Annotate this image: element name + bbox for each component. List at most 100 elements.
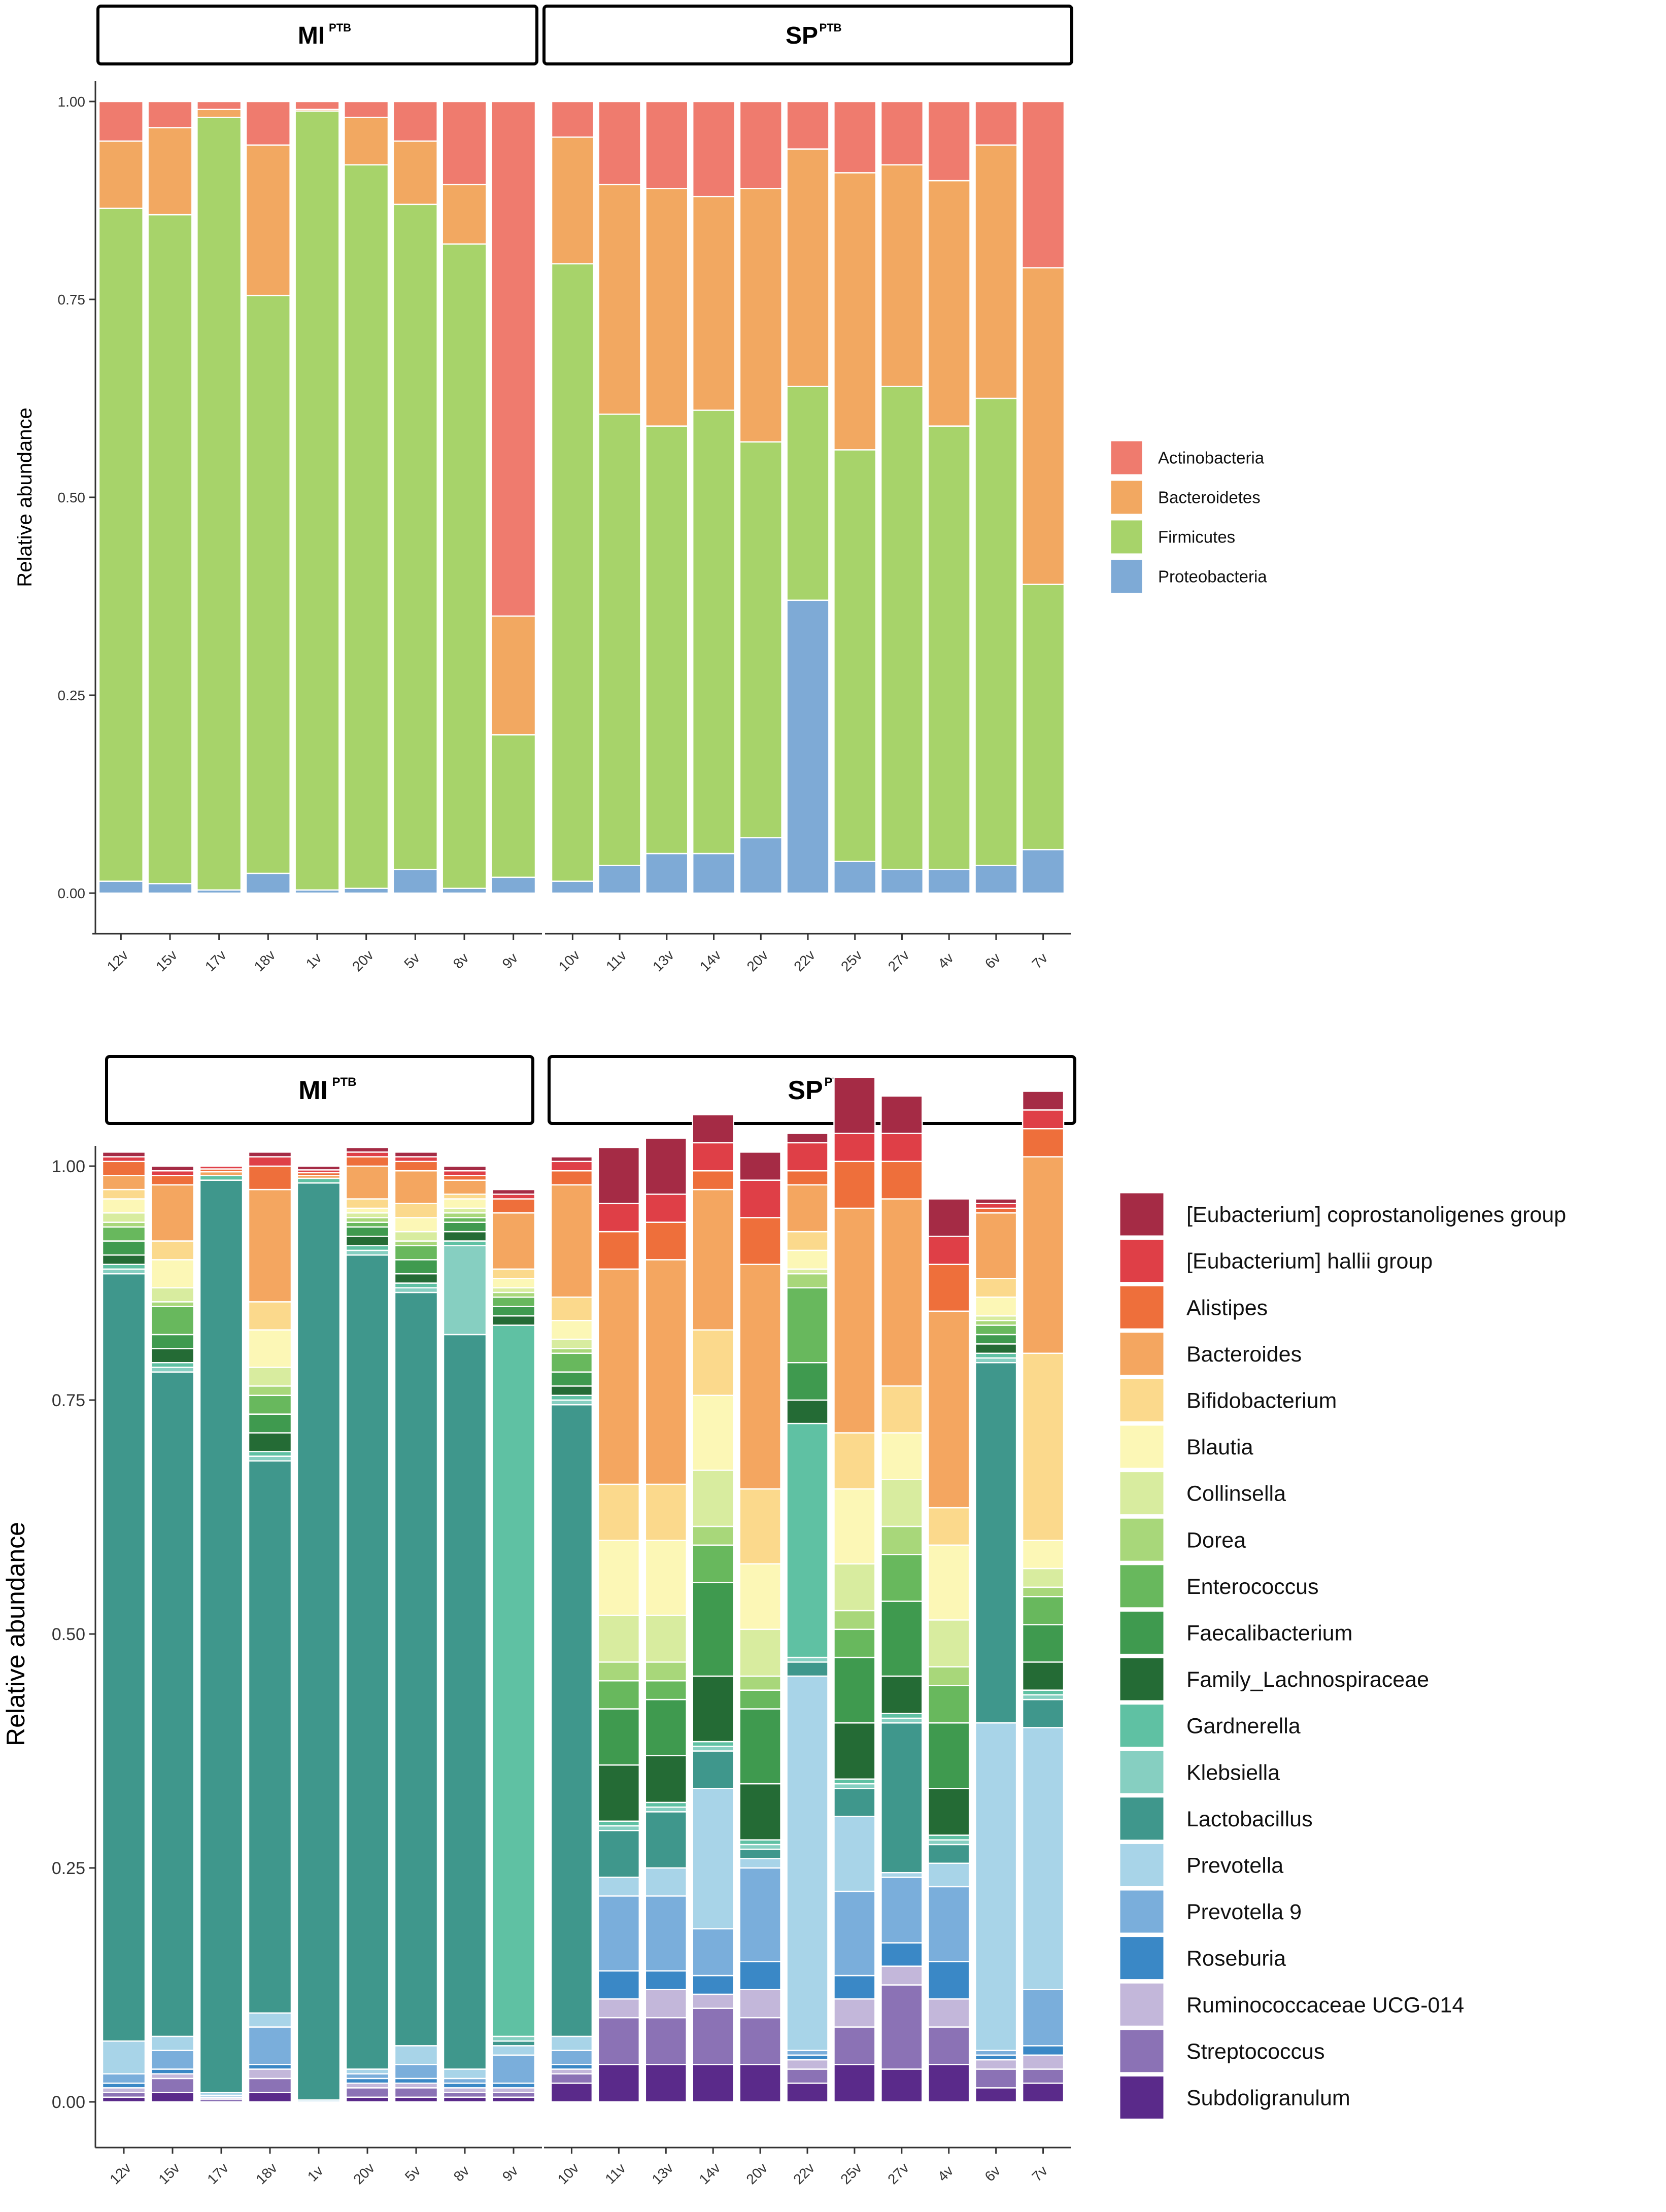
- bar-segment-streptococcus: [1022, 2068, 1065, 2084]
- bar-segment-eubacterium-coprostanoligenes-group: [443, 1165, 487, 1172]
- facet-strip-label: SP: [788, 1076, 823, 1105]
- bar-segment-subdoligranulum: [880, 2068, 923, 2103]
- bar-segment-subdoligranulum: [394, 2096, 438, 2103]
- x-tick-label: 10v: [556, 947, 583, 974]
- legend-label: Roseburia: [1186, 1947, 1286, 1971]
- bar-segment-bacteroidetes: [927, 180, 971, 427]
- bar-segment-prevotella-9: [1022, 1989, 1065, 2047]
- bar-segment-lactobacillus: [928, 1844, 970, 1864]
- bar-segment-streptococcus: [394, 2087, 438, 2098]
- chart-panel-2: 0.00 0.25 0.50 0.75 1.00 Relative abundance MI…: [2, 1055, 1566, 2187]
- x-tick-label: 20v: [349, 947, 377, 974]
- bar-segment-enterococcus: [150, 1306, 195, 1336]
- bar-segment-ruminococcaceae-ucg-014: [345, 2082, 390, 2089]
- bar-segment-collinsella: [739, 1628, 781, 1677]
- bar-segment-actinobacteria: [441, 100, 487, 186]
- bar-segment-dorea: [345, 1217, 390, 1223]
- bar-segment-prevotella-9: [880, 1877, 923, 1944]
- bar-segment-prevotella: [644, 1867, 687, 1897]
- bar-segment-klebsiella: [248, 1455, 292, 1462]
- bar-segment-roseburia: [974, 2054, 1017, 2061]
- legend-label: Ruminococcaceae UCG-014: [1186, 1993, 1464, 2017]
- bar-segment-alistipes: [880, 1161, 923, 1200]
- bar-segment-eubacterium-hallii-group: [394, 1156, 438, 1163]
- legend-swatch: [1118, 1656, 1165, 1702]
- legend-label: Subdoligranulum: [1186, 2086, 1350, 2110]
- legend-label: Family_Lachnospiraceae: [1186, 1667, 1429, 1692]
- bar-segment-faecalibacterium: [692, 1582, 734, 1677]
- bar-segment-bacteroidetes: [196, 109, 242, 118]
- bar-segment-bifidobacterium: [833, 1432, 876, 1490]
- bar-segment-enterococcus: [1022, 1595, 1065, 1625]
- x-tick-label: 12v: [104, 947, 131, 974]
- bar-segment-bacteroides: [644, 1259, 687, 1485]
- bar-segment-bacteroidetes: [645, 188, 689, 427]
- bar-segment-streptococcus: [880, 1984, 923, 2070]
- bar-segment-bacteroides: [739, 1264, 781, 1490]
- bar-segment-ruminococcaceae-ucg-014: [394, 2082, 438, 2089]
- bar-segment-family-lachnospiraceae: [345, 1236, 390, 1246]
- bar-segment-bifidobacterium: [550, 1296, 593, 1321]
- bar-segment-lactobacillus: [199, 1179, 244, 2093]
- bar-segment-eubacterium-coprostanoligenes-group: [394, 1151, 438, 1158]
- facet-strip-label: MI: [298, 1076, 328, 1105]
- bar-segment-bacteroides: [833, 1207, 876, 1434]
- legend-label: Blautia: [1186, 1435, 1253, 1459]
- bar-segment-lactobacillus: [880, 1722, 923, 1874]
- bar-segment-roseburia: [739, 1961, 781, 1990]
- bar-segment-ruminococcaceae-ucg-014: [1022, 2054, 1065, 2070]
- bar-segment-faecalibacterium: [644, 1698, 687, 1756]
- bar-segment-ruminococcaceae-ucg-014: [880, 1965, 923, 1986]
- bar-segment-proteobacteria: [833, 861, 877, 894]
- bar-segment-collinsella: [248, 1367, 292, 1387]
- bar-segment-eubacterium-hallii-group: [739, 1179, 781, 1218]
- bar-segment-bifidobacterium: [597, 1483, 640, 1541]
- bar-segment-dorea: [692, 1525, 734, 1546]
- bar-segment-family-lachnospiraceae: [394, 1273, 438, 1284]
- bar-segment-subdoligranulum: [644, 2063, 687, 2103]
- legend-swatch: [1118, 1703, 1165, 1749]
- bar-segment-ruminococcaceae-ucg-014: [101, 2087, 146, 2093]
- bar-segment-roseburia: [491, 2082, 536, 2089]
- bar-segment-prevotella-9: [739, 1867, 781, 1962]
- bar-segment-eubacterium-coprostanoligenes-group: [1022, 1091, 1065, 1111]
- bar-segment-subdoligranulum: [101, 2096, 146, 2103]
- y-axis-title: Relative abundance: [2, 1522, 30, 1746]
- bar-segment-gardnerella: [833, 1778, 876, 1785]
- bar-segment-blautia: [150, 1259, 195, 1288]
- legend-label: [Eubacterium] hallii group: [1186, 1249, 1433, 1274]
- bar-segment-actinobacteria: [392, 100, 438, 142]
- bar-segment-dorea: [443, 1212, 487, 1218]
- bar-segment-bifidobacterium: [692, 1329, 734, 1397]
- bar-segment-firmicutes: [598, 413, 641, 866]
- bar-segment-firmicutes: [491, 734, 536, 878]
- bar-segment-alistipes: [786, 1170, 829, 1186]
- bar-segment-klebsiella: [345, 1249, 390, 1256]
- bar-segment-dorea: [491, 1291, 536, 1298]
- bar-segment-dorea: [248, 1385, 292, 1397]
- bar-segment-eubacterium-hallii-group: [345, 1151, 390, 1158]
- legend-swatch: [1118, 1842, 1165, 1888]
- bar-segment-actinobacteria: [927, 100, 971, 182]
- bar-segment-family-lachnospiraceae: [880, 1675, 923, 1714]
- bar-segment-eubacterium-hallii-group: [199, 1165, 244, 1170]
- bar-segment-proteobacteria: [1022, 848, 1065, 894]
- bar-segment-roseburia: [786, 2054, 829, 2061]
- bar-segment-proteobacteria: [245, 872, 291, 894]
- bar-segment-firmicutes: [196, 116, 242, 891]
- bar-segment-gardnerella: [786, 1422, 829, 1658]
- bar-segment-lactobacillus: [101, 1273, 146, 2042]
- facet-strip-superscript: PTB: [329, 21, 351, 34]
- bar-segment-firmicutes: [551, 263, 594, 882]
- bar-segment-bacteroidetes: [974, 144, 1018, 399]
- bar-segment-enterococcus: [248, 1394, 292, 1415]
- legend-label: Collinsella: [1186, 1482, 1286, 1506]
- bar-segment-bifidobacterium: [644, 1483, 687, 1541]
- bar-segment-enterococcus: [394, 1245, 438, 1261]
- bar-segment-eubacterium-hallii-group: [644, 1194, 687, 1223]
- bar-segment-bifidobacterium: [101, 1188, 146, 1200]
- bar-segment-lactobacillus: [739, 1848, 781, 1859]
- legend-label: Bifidobacterium: [1186, 1388, 1337, 1413]
- bar-segment-actinobacteria: [1022, 100, 1065, 268]
